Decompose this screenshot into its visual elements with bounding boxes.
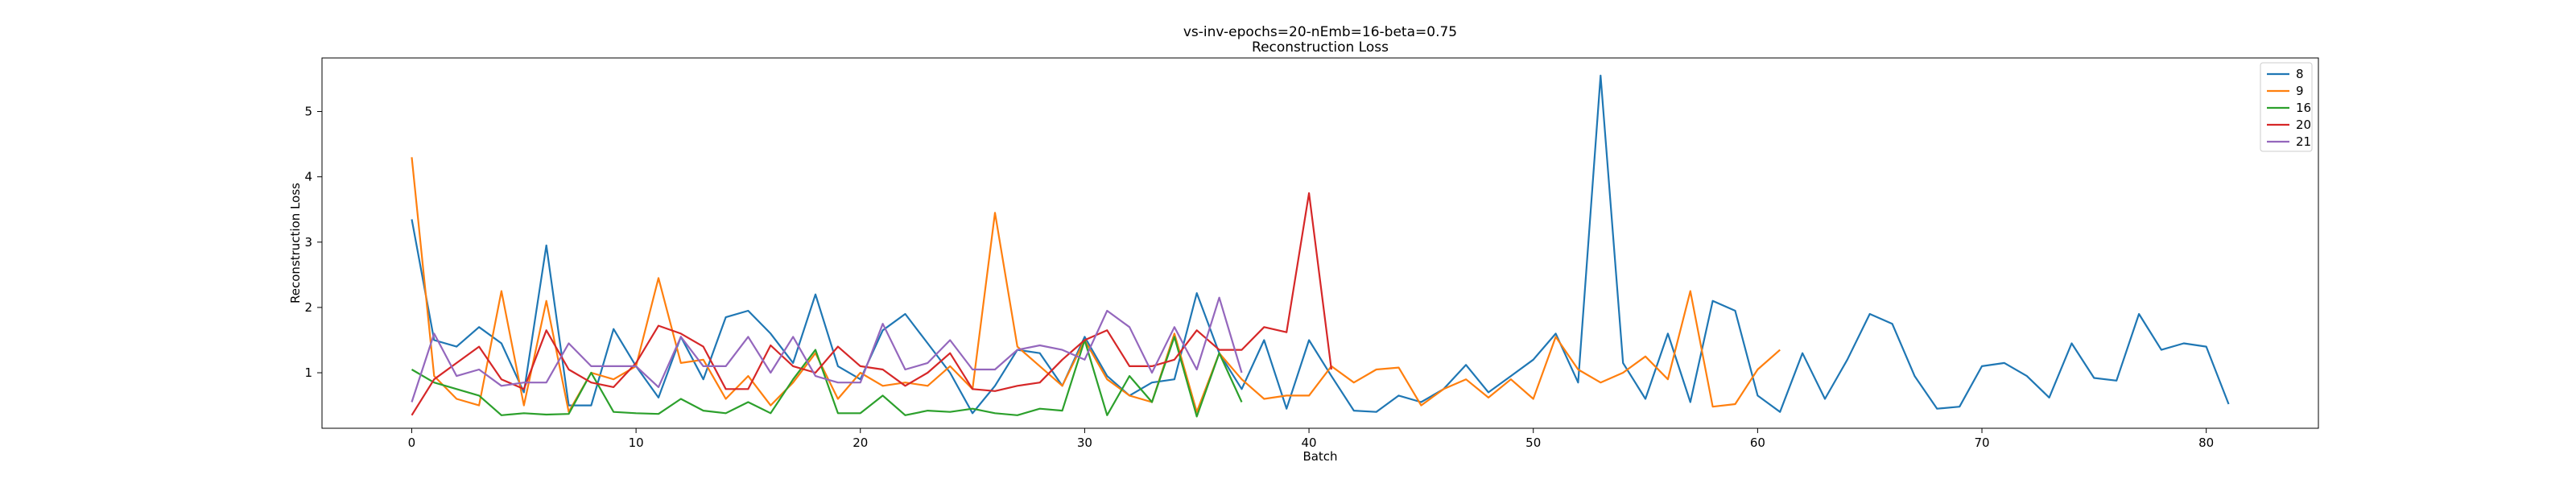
x-tick-label: 10: [629, 436, 644, 450]
x-tick-label: 50: [1525, 436, 1541, 450]
y-axis-label: Reconstruction Loss: [288, 183, 303, 303]
x-tick-label: 0: [408, 436, 416, 450]
legend-label-8: 8: [2296, 67, 2304, 81]
y-tick-label: 5: [304, 105, 312, 119]
series-layer: [411, 74, 2230, 418]
x-tick-label: 70: [1974, 436, 1989, 450]
x-tick-label: 40: [1302, 436, 1317, 450]
x-axis-label: Batch: [1302, 449, 1337, 464]
y-axis: 1 2 3 4 5: [304, 105, 322, 380]
y-tick-label: 1: [304, 365, 312, 380]
plot-frame: [321, 57, 2319, 429]
series-line-9: [411, 157, 1781, 413]
x-tick-label: 60: [1750, 436, 1765, 450]
y-tick-label: 4: [304, 170, 312, 184]
legend-label-20: 20: [2296, 118, 2311, 132]
y-tick-label: 3: [304, 235, 312, 250]
x-tick-label: 20: [852, 436, 868, 450]
y-tick-label: 2: [304, 300, 312, 315]
series-line-21: [411, 296, 1243, 402]
series-line-20: [411, 192, 1332, 416]
chart-title: vs-inv-epochs=20-nEmb=16-beta=0.75: [1183, 24, 1457, 40]
x-tick-label: 80: [2198, 436, 2214, 450]
x-tick-label: 30: [1077, 436, 1092, 450]
series-line-16: [411, 336, 1243, 418]
chart-subtitle: Reconstruction Loss: [1252, 39, 1389, 56]
legend: 8 9 16 20 21: [2260, 62, 2313, 152]
legend-label-16: 16: [2296, 101, 2311, 115]
legend-label-21: 21: [2296, 134, 2311, 149]
series-line-8: [411, 74, 2230, 415]
legend-label-9: 9: [2296, 84, 2304, 98]
x-axis: 0 10 20 30 40 50 60 70 80: [408, 428, 2214, 450]
